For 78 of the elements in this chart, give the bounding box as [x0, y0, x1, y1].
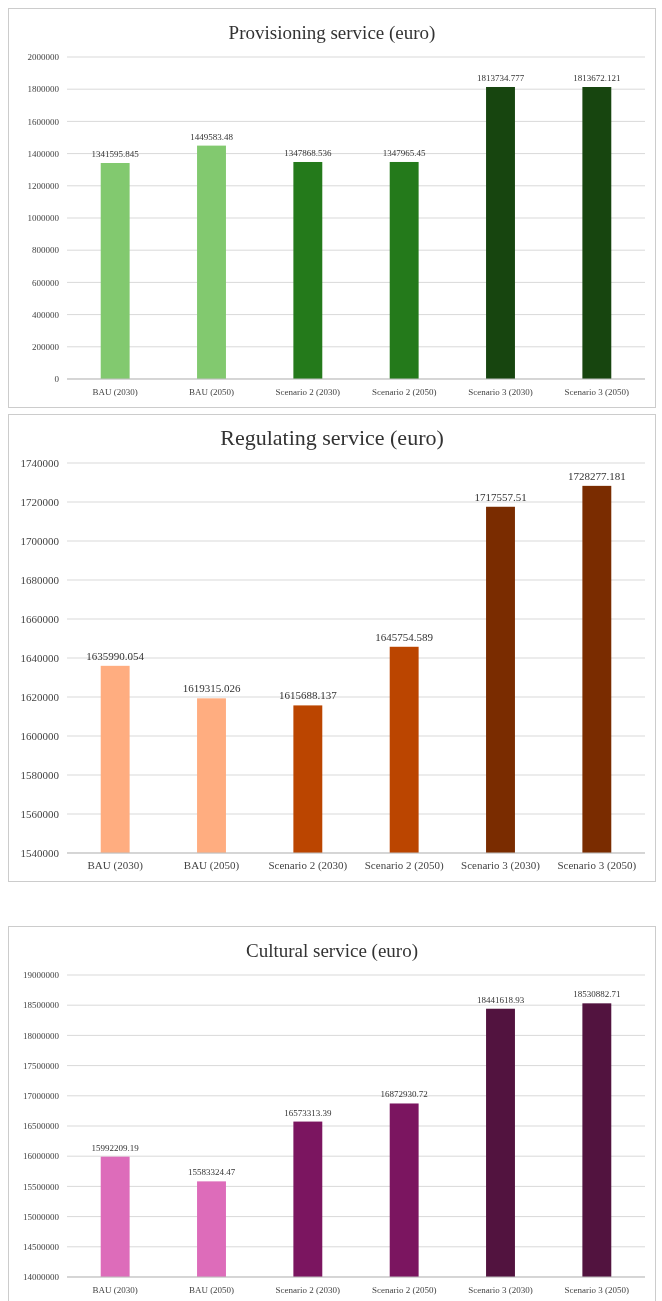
x-tick-label: BAU (2030)	[87, 859, 144, 872]
x-tick-label: Scenario 2 (2030)	[268, 859, 348, 872]
data-label: 1449583.48	[190, 131, 234, 142]
x-tick-label: Scenario 2 (2050)	[371, 1285, 437, 1295]
y-tick-label: 1620000	[20, 690, 60, 703]
data-label: 15992209.19	[91, 1142, 140, 1153]
y-tick-label: 600000	[32, 277, 60, 288]
y-tick-label: 1800000	[27, 84, 60, 95]
x-tick-label: Scenario 2 (2030)	[275, 1285, 341, 1295]
y-tick-label: 1720000	[20, 495, 60, 508]
bar	[100, 163, 130, 379]
data-label: 16872930.72	[380, 1089, 428, 1100]
y-tick-label: 16500000	[23, 1121, 60, 1132]
y-tick-label: 1660000	[20, 612, 60, 625]
y-tick-label: 1000000	[27, 213, 60, 224]
bar	[582, 87, 612, 379]
y-tick-label: 19000000	[23, 970, 60, 981]
bar	[197, 145, 226, 379]
x-tick-label: Scenario 2 (2050)	[364, 859, 444, 872]
bar	[293, 161, 323, 379]
data-label: 1717557.51	[474, 490, 527, 503]
chart-title: Cultural service (euro)	[246, 940, 418, 962]
data-label: 18441618.93	[476, 994, 525, 1005]
data-label: 1347965.45	[382, 147, 427, 158]
x-tick-label: BAU (2050)	[183, 859, 240, 872]
chart-title: Regulating service (euro)	[220, 425, 444, 450]
data-label: 1347868.536	[284, 147, 332, 158]
chart-title: Provisioning service (euro)	[228, 22, 436, 44]
bar	[486, 86, 515, 379]
y-tick-label: 15500000	[23, 1181, 60, 1192]
x-tick-label: Scenario 2 (2030)	[275, 387, 341, 397]
y-tick-label: 200000	[32, 341, 60, 352]
bar	[389, 161, 419, 379]
x-tick-label: BAU (2050)	[188, 1285, 235, 1295]
y-tick-label: 0	[54, 374, 60, 385]
y-tick-label: 1580000	[20, 768, 60, 781]
y-tick-label: 1640000	[20, 651, 60, 664]
y-tick-label: 18000000	[23, 1030, 60, 1041]
data-label: 15583324.47	[187, 1167, 236, 1178]
x-tick-label: Scenario 3 (2050)	[557, 859, 637, 872]
y-tick-label: 17500000	[23, 1060, 60, 1071]
y-tick-label: 1680000	[20, 573, 60, 586]
x-tick-label: Scenario 3 (2050)	[564, 387, 630, 397]
y-tick-label: 1560000	[20, 807, 60, 820]
data-label: 18530882.71	[573, 989, 621, 1000]
y-tick-label: 18500000	[23, 1000, 60, 1011]
data-label: 1635990.054	[86, 649, 145, 662]
y-tick-label: 14500000	[23, 1241, 60, 1252]
data-label: 1341595.845	[91, 149, 140, 159]
y-tick-label: 15000000	[23, 1211, 60, 1222]
y-tick-label: 16000000	[23, 1151, 60, 1162]
data-label: 1813734.777	[476, 72, 525, 83]
y-tick-label: 14000000	[23, 1272, 60, 1283]
data-label: 1619315.026	[182, 682, 241, 695]
y-tick-label: 1400000	[27, 148, 60, 159]
y-tick-label: 1600000	[27, 116, 60, 127]
x-tick-label: BAU (2030)	[92, 1285, 138, 1295]
data-label: 16573313.39	[284, 1107, 332, 1118]
x-tick-label: Scenario 3 (2050)	[564, 1285, 630, 1295]
x-tick-label: BAU (2030)	[92, 387, 138, 397]
y-tick-label: 1200000	[27, 180, 60, 191]
y-tick-label: 400000	[32, 309, 60, 320]
data-label: 1728277.181	[567, 469, 626, 482]
y-tick-label: 1540000	[20, 846, 60, 859]
y-tick-label: 800000	[32, 245, 60, 256]
data-label: 1813672.121	[573, 73, 621, 83]
x-tick-label: BAU (2050)	[188, 387, 235, 397]
y-tick-label: 1600000	[20, 729, 60, 742]
y-tick-label: 1740000	[20, 456, 60, 469]
data-label: 1615688.137	[278, 689, 338, 702]
x-tick-label: Scenario 3 (2030)	[461, 859, 541, 872]
x-tick-label: Scenario 3 (2030)	[468, 387, 533, 397]
y-tick-label: 17000000	[23, 1090, 60, 1101]
x-tick-label: Scenario 3 (2030)	[468, 1285, 533, 1295]
x-tick-label: Scenario 2 (2050)	[371, 387, 437, 397]
y-tick-label: 1700000	[20, 534, 60, 547]
data-label: 1645754.589	[375, 630, 434, 643]
y-tick-label: 2000000	[27, 52, 60, 63]
